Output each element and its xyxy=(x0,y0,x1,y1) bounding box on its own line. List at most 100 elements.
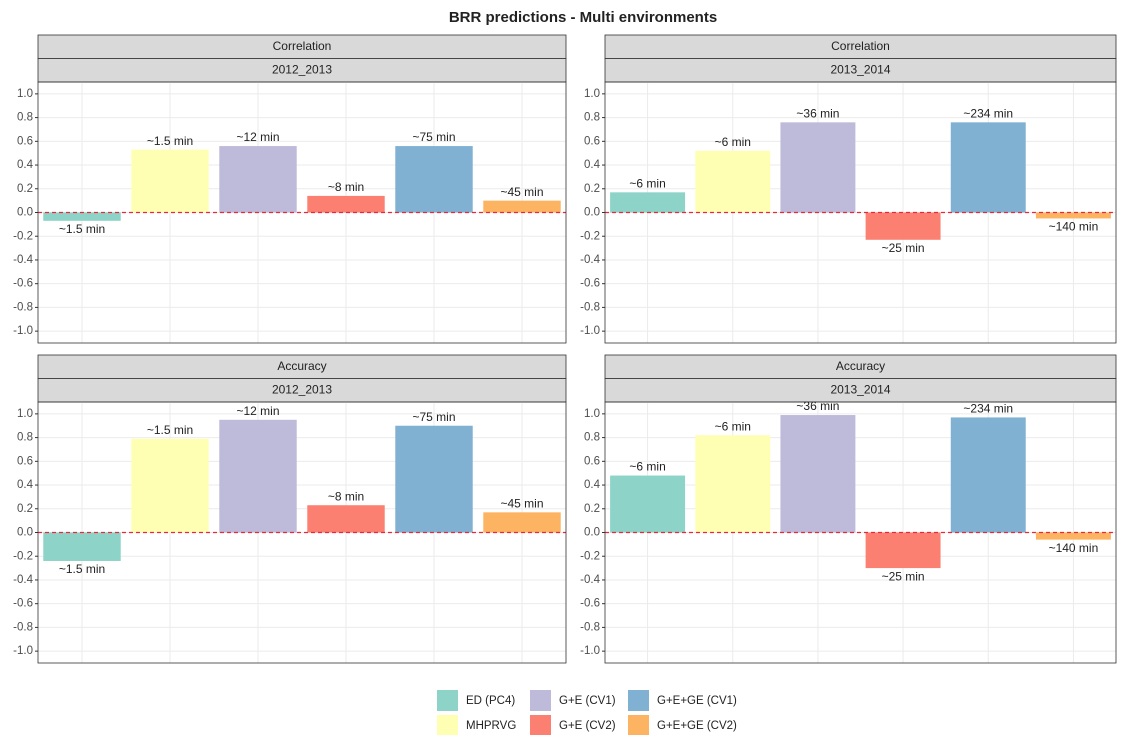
value-label: ~1.5 min xyxy=(147,134,193,148)
bar xyxy=(43,532,121,561)
y-tick-label: 0.4 xyxy=(17,159,34,171)
y-tick-label: 1.0 xyxy=(17,88,33,100)
bar xyxy=(950,417,1026,533)
panel-border xyxy=(604,81,1117,344)
bar xyxy=(483,512,561,533)
y-tick-label: 0.6 xyxy=(584,135,600,147)
value-label: ~25 min xyxy=(882,569,925,583)
y-tick-label: 0.8 xyxy=(584,112,600,124)
value-label: ~6 min xyxy=(629,177,665,191)
panel-border xyxy=(37,401,567,664)
value-label: ~1.5 min xyxy=(59,562,105,576)
chart-title: BRR predictions - Multi environments xyxy=(449,9,717,26)
y-tick-label: 0.0 xyxy=(584,527,600,539)
panel-border xyxy=(37,81,567,344)
y-tick-label: -0.6 xyxy=(13,598,33,610)
bar xyxy=(865,532,941,569)
y-tick-label: 1.0 xyxy=(584,408,600,420)
y-tick-label: -0.6 xyxy=(13,278,33,290)
y-tick-label: -0.2 xyxy=(13,230,33,242)
bar xyxy=(1035,532,1111,540)
y-tick-label: 0.8 xyxy=(584,432,600,444)
strip-label: 2013_2014 xyxy=(830,383,890,397)
y-tick-label: -0.6 xyxy=(580,598,600,610)
legend-label: G+E+GE (CV2) xyxy=(657,720,737,732)
value-label: ~12 min xyxy=(236,130,279,144)
bar xyxy=(950,122,1026,213)
bar xyxy=(695,435,771,533)
legend-label: G+E+GE (CV1) xyxy=(657,695,737,707)
bar xyxy=(43,212,121,221)
value-label: ~6 min xyxy=(715,135,751,149)
value-label: ~234 min xyxy=(963,402,1013,416)
y-tick-label: 0.0 xyxy=(584,207,600,219)
bar xyxy=(865,212,941,240)
legend-swatch xyxy=(530,690,551,711)
bar xyxy=(131,149,209,213)
bar xyxy=(219,419,297,533)
strip-label: Accuracy xyxy=(277,359,326,373)
bar xyxy=(131,438,209,533)
strip-label: Correlation xyxy=(273,39,332,53)
value-label: ~8 min xyxy=(328,180,364,194)
y-tick-label: -0.4 xyxy=(580,574,600,586)
y-tick-label: 0.2 xyxy=(17,503,33,515)
y-tick-label: -1.0 xyxy=(580,645,600,657)
y-tick-label: 0.6 xyxy=(17,455,33,467)
y-tick-label: -1.0 xyxy=(580,325,600,337)
bar xyxy=(780,122,856,213)
legend-label: MHPRVG xyxy=(466,720,516,732)
y-tick-label: 0.2 xyxy=(17,183,33,195)
bar xyxy=(780,415,856,533)
legend-swatch xyxy=(437,690,458,711)
value-label: ~234 min xyxy=(963,107,1013,121)
y-tick-label: -0.2 xyxy=(13,550,33,562)
y-tick-label: -0.4 xyxy=(580,254,600,266)
value-label: ~36 min xyxy=(796,107,839,121)
value-label: ~25 min xyxy=(882,241,925,255)
bar xyxy=(219,146,297,213)
y-tick-label: 0.8 xyxy=(17,112,33,124)
value-label: ~75 min xyxy=(412,410,455,424)
y-tick-label: -0.6 xyxy=(580,278,600,290)
y-tick-label: -0.8 xyxy=(13,301,33,313)
y-tick-label: 1.0 xyxy=(584,88,600,100)
y-tick-label: 0.0 xyxy=(17,527,33,539)
y-tick-label: -0.8 xyxy=(13,621,33,633)
y-tick-label: -1.0 xyxy=(13,645,33,657)
strip-label: 2012_2013 xyxy=(272,63,332,77)
legend-label: G+E (CV2) xyxy=(559,720,616,732)
value-label: ~1.5 min xyxy=(147,423,193,437)
value-label: ~140 min xyxy=(1049,541,1099,555)
strip-label: Correlation xyxy=(831,39,890,53)
legend-label: ED (PC4) xyxy=(466,695,515,707)
y-tick-label: 0.4 xyxy=(584,479,601,491)
value-label: ~140 min xyxy=(1049,220,1099,234)
bar xyxy=(483,200,561,213)
bar xyxy=(610,192,686,213)
value-label: ~6 min xyxy=(715,419,751,433)
value-label: ~8 min xyxy=(328,489,364,503)
y-tick-label: 0.6 xyxy=(17,135,33,147)
bar xyxy=(395,146,473,213)
panel-border xyxy=(604,401,1117,664)
legend-swatch xyxy=(530,715,551,735)
bar xyxy=(610,475,686,533)
bar xyxy=(307,195,385,213)
y-tick-label: -0.8 xyxy=(580,301,600,313)
bar xyxy=(395,425,473,533)
value-label: ~12 min xyxy=(236,404,279,418)
y-tick-label: -0.2 xyxy=(580,550,600,562)
value-label: ~45 min xyxy=(500,497,543,511)
legend-swatch xyxy=(437,715,458,735)
y-tick-label: 1.0 xyxy=(17,408,33,420)
y-tick-label: 0.2 xyxy=(584,183,600,195)
legend-swatch xyxy=(628,690,649,711)
y-tick-label: 0.8 xyxy=(17,432,33,444)
value-label: ~75 min xyxy=(412,130,455,144)
y-tick-label: -0.4 xyxy=(13,254,33,266)
bar xyxy=(1035,212,1111,219)
y-tick-label: 0.0 xyxy=(17,207,33,219)
